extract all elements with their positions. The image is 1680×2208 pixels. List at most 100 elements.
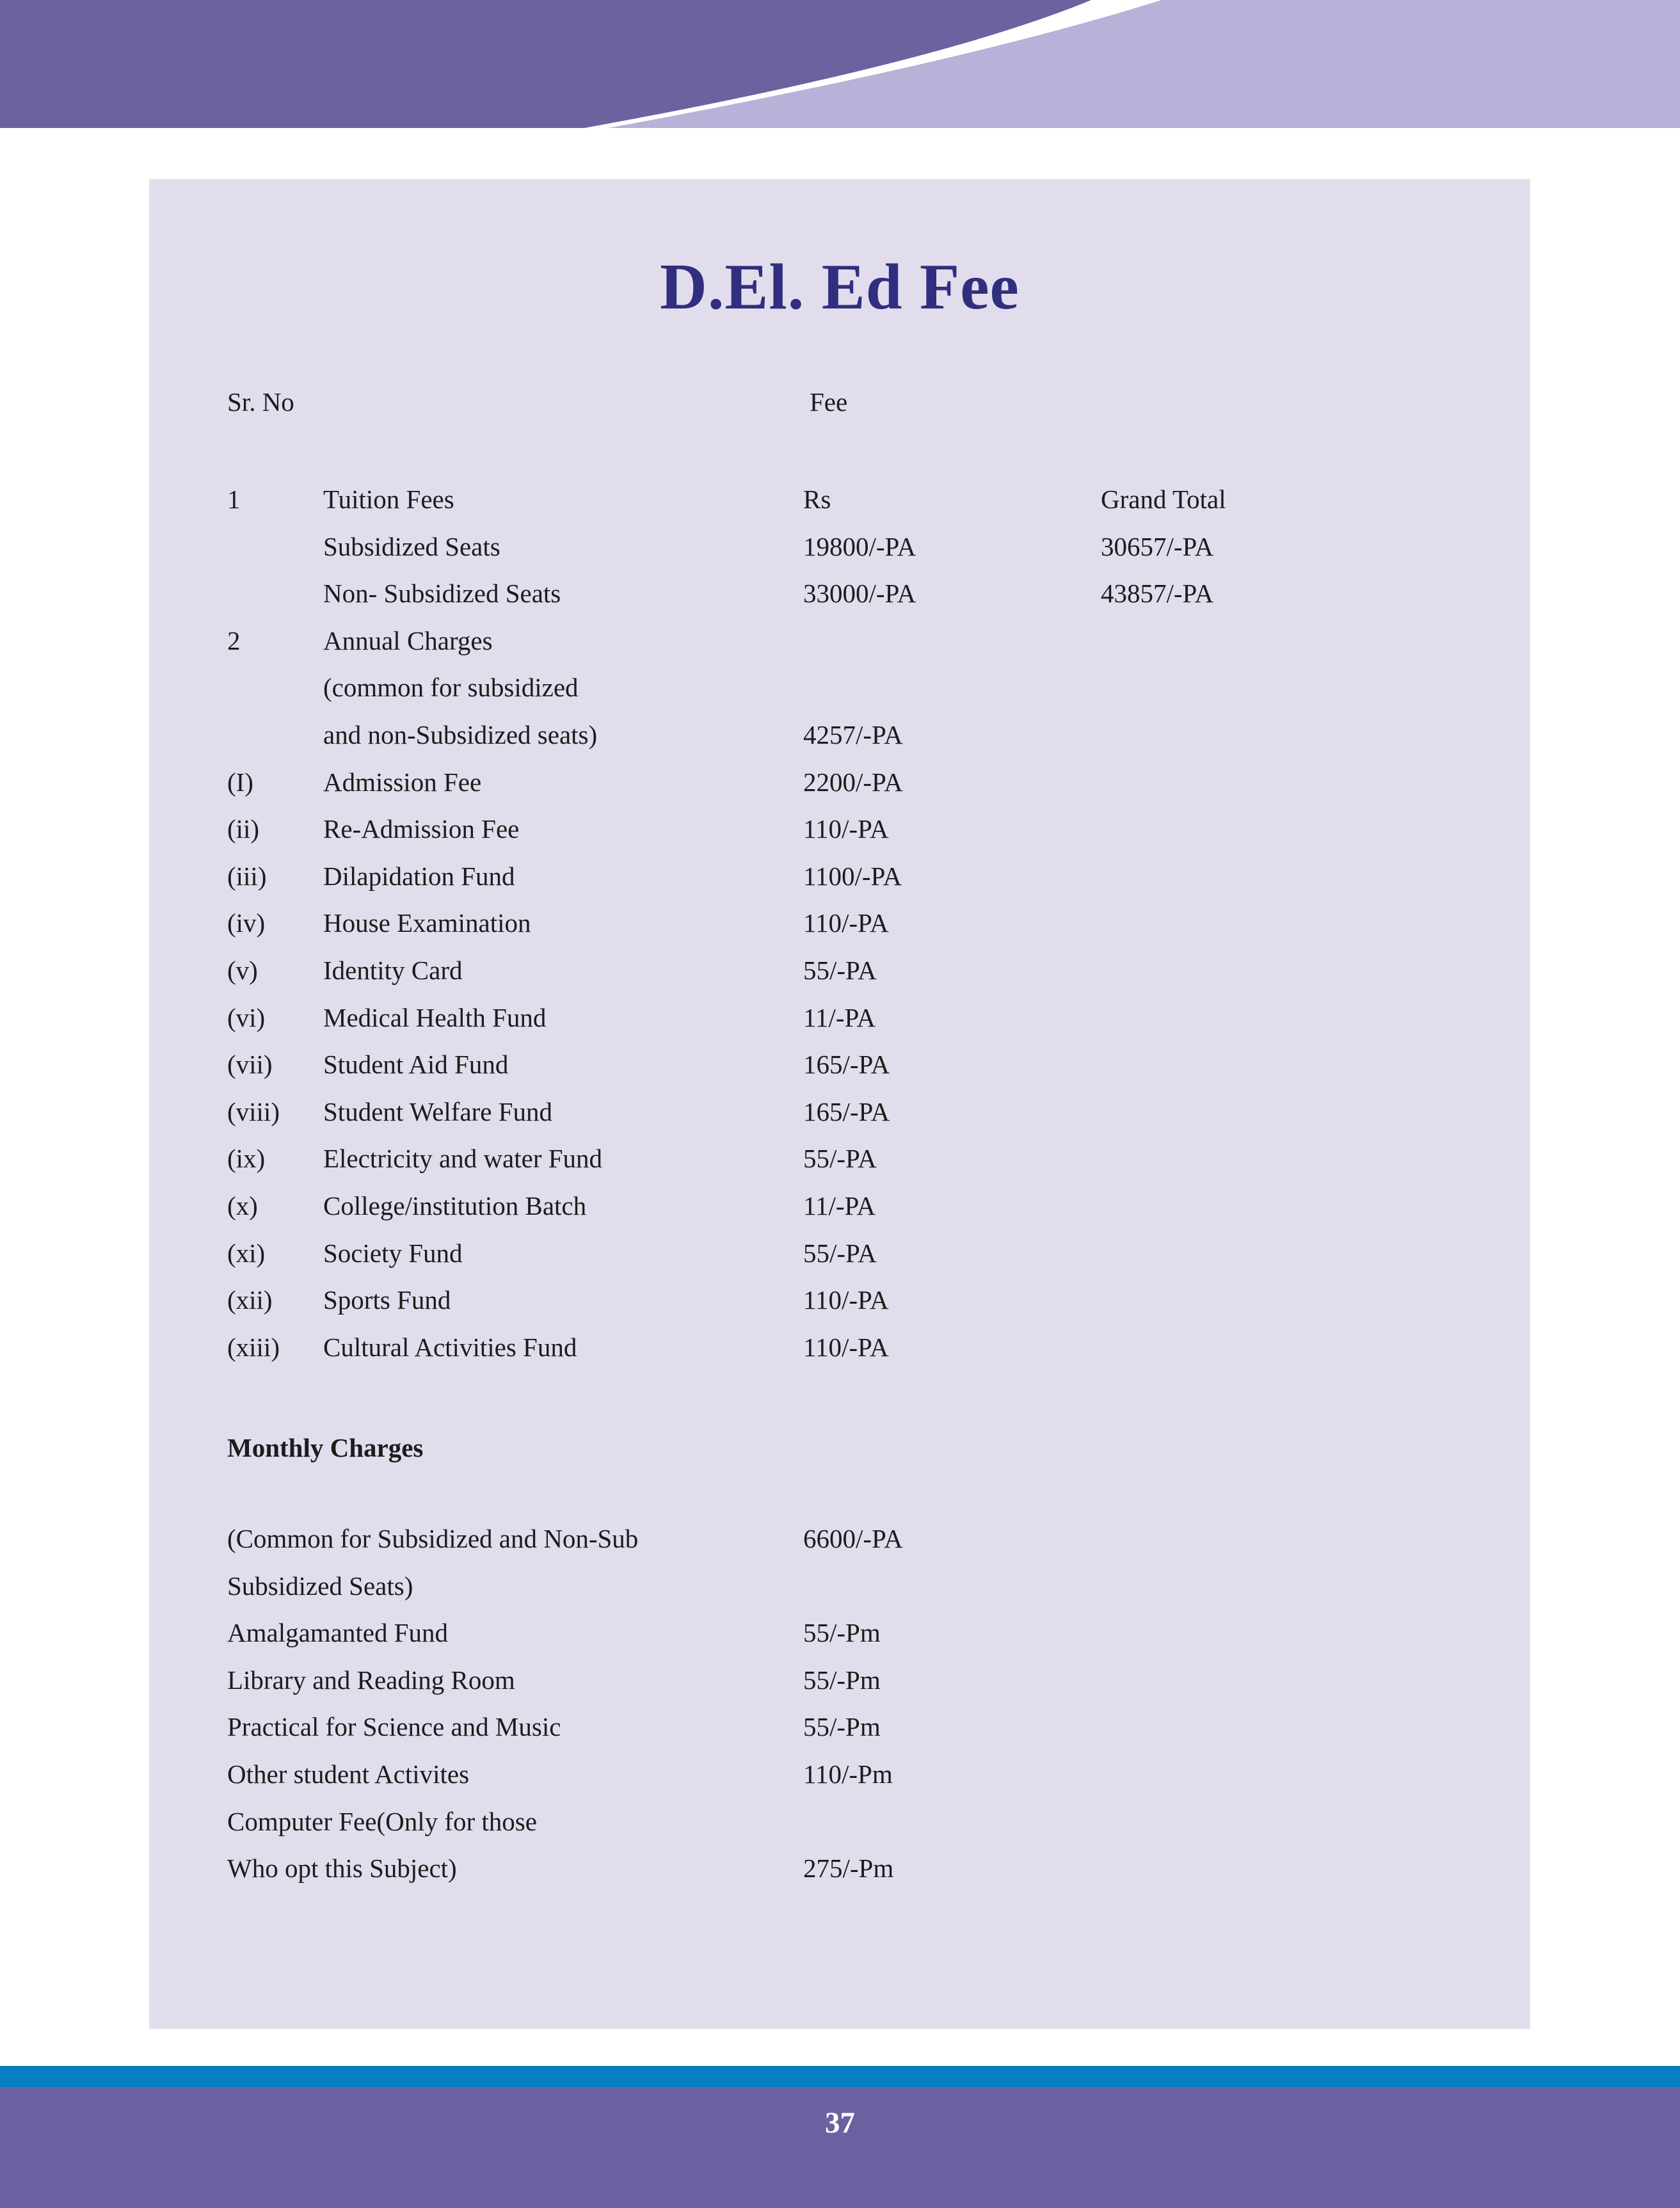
row-serial: (viii) [227, 1096, 280, 1126]
row-label: Re-Admission Fee [323, 814, 520, 844]
row-label: Student Aid Fund [323, 1050, 509, 1080]
table-header-row: Sr. No Fee [149, 378, 1530, 426]
row-label: (Common for Subsidized and Non-Sub [227, 1524, 639, 1553]
row-grand-total-value: 43857/-PA [1101, 579, 1214, 609]
row-fee-value: 55/-PA [803, 1144, 877, 1174]
monthly-charges-heading: Monthly Charges [227, 1433, 424, 1462]
table-row: Subsidized Seats) [149, 1563, 1530, 1610]
row-serial: (vii) [227, 1050, 273, 1080]
row-label: Electricity and water Fund [323, 1144, 603, 1174]
row-label: Dilapidation Fund [323, 861, 515, 891]
row-label: (common for subsidized [323, 673, 579, 703]
row-label: Annual Charges [323, 625, 493, 655]
header-swoosh-graphic [0, 0, 1680, 128]
row-label: Medical Health Fund [323, 1002, 547, 1032]
table-row: Amalgamanted Fund 55/-Pm [149, 1610, 1530, 1657]
row-label: Other student Activites [227, 1759, 470, 1789]
table-row: (iii) Dilapidation Fund 1100/-PA [149, 853, 1530, 900]
table-row: 1 Tuition Fees Rs Grand Total [149, 476, 1530, 524]
row-serial: (iv) [227, 908, 266, 938]
row-label: Computer Fee(Only for those [227, 1806, 537, 1836]
table-row: and non-Subsidized seats) 4257/-PA [149, 712, 1530, 759]
row-fee-value: 110/-PA [803, 1332, 889, 1362]
row-serial: (xii) [227, 1285, 273, 1315]
row-grand-total-value: 30657/-PA [1101, 531, 1214, 561]
row-grand-total-value: Grand Total [1101, 484, 1226, 514]
row-serial: 2 [227, 625, 241, 655]
table-row: (common for subsidized [149, 664, 1530, 712]
table-row: (ix) Electricity and water Fund 55/-PA [149, 1135, 1530, 1183]
row-serial: (iii) [227, 861, 267, 891]
row-serial: (I) [227, 767, 253, 797]
monthly-charges-table: (Common for Subsidized and Non-Sub 6600/… [149, 1516, 1530, 1892]
row-label: and non-Subsidized seats) [323, 719, 598, 749]
row-label: Cultural Activities Fund [323, 1332, 577, 1362]
table-row: 2 Annual Charges [149, 618, 1530, 665]
row-label: Subsidized Seats [323, 531, 500, 561]
row-fee-value: 110/-PA [803, 908, 889, 938]
row-serial: (vi) [227, 1002, 266, 1032]
table-row: (xii) Sports Fund 110/-PA [149, 1277, 1530, 1324]
footer-band: 37 [0, 2087, 1680, 2208]
row-fee-value: 55/-Pm [803, 1618, 881, 1648]
row-fee-value: 55/-PA [803, 1238, 877, 1268]
row-fee-value: 165/-PA [803, 1050, 890, 1080]
row-label: Admission Fee [323, 767, 482, 797]
row-fee-value: 11/-PA [803, 1190, 876, 1220]
header-white-swoosh [584, 0, 1162, 128]
row-label: Society Fund [323, 1238, 463, 1268]
row-label: Subsidized Seats) [227, 1571, 413, 1601]
row-label: Sports Fund [323, 1285, 451, 1315]
row-fee-value: Rs [803, 484, 831, 514]
page-number: 37 [825, 2106, 855, 2140]
row-fee-value: 4257/-PA [803, 719, 903, 749]
footer-accent-bar [0, 2066, 1680, 2087]
fee-table: 1 Tuition Fees Rs Grand Total Subsidized… [149, 476, 1530, 1371]
row-serial: (ix) [227, 1144, 266, 1174]
row-fee-value: 110/-Pm [803, 1759, 893, 1789]
row-fee-value: 2200/-PA [803, 767, 903, 797]
row-label: House Examination [323, 908, 531, 938]
table-row: (xi) Society Fund 55/-PA [149, 1230, 1530, 1277]
row-fee-value: 275/-Pm [803, 1853, 894, 1884]
table-row: Practical for Science and Music 55/-Pm [149, 1704, 1530, 1751]
table-row: Subsidized Seats 19800/-PA 30657/-PA [149, 524, 1530, 571]
table-row: (ii) Re-Admission Fee 110/-PA [149, 806, 1530, 853]
row-fee-value: 1100/-PA [803, 861, 902, 891]
row-label: Library and Reading Room [227, 1665, 515, 1695]
row-label: Identity Card [323, 955, 463, 985]
table-row: Other student Activites 110/-Pm [149, 1751, 1530, 1798]
table-row: Who opt this Subject) 275/-Pm [149, 1845, 1530, 1892]
table-row: (I) Admission Fee 2200/-PA [149, 759, 1530, 806]
table-row: (vii) Student Aid Fund 165/-PA [149, 1041, 1530, 1089]
table-row: Computer Fee(Only for those [149, 1798, 1530, 1846]
row-fee-value: 165/-PA [803, 1096, 890, 1126]
row-label: College/institution Batch [323, 1190, 587, 1220]
header-band [0, 0, 1680, 128]
row-fee-value: 11/-PA [803, 1002, 876, 1032]
row-fee-value: 55/-Pm [803, 1665, 881, 1695]
row-serial: 1 [227, 484, 241, 514]
table-row: (iv) House Examination 110/-PA [149, 900, 1530, 947]
content-panel: D.El. Ed Fee Sr. No Fee 1 Tuition Fees R… [149, 179, 1530, 2029]
row-serial: (v) [227, 955, 258, 985]
row-fee-value: 33000/-PA [803, 579, 916, 609]
row-fee-value: 6600/-PA [803, 1524, 903, 1553]
row-fee-value: 55/-PA [803, 955, 877, 985]
row-fee-value: 55/-Pm [803, 1712, 881, 1742]
table-row: (viii) Student Welfare Fund 165/-PA [149, 1089, 1530, 1136]
table-row: Library and Reading Room 55/-Pm [149, 1657, 1530, 1704]
row-label: Amalgamanted Fund [227, 1618, 449, 1648]
row-serial: (x) [227, 1190, 258, 1220]
table-row: (xiii) Cultural Activities Fund 110/-PA [149, 1324, 1530, 1372]
table-row: Non- Subsidized Seats 33000/-PA 43857/-P… [149, 570, 1530, 618]
table-row: (Common for Subsidized and Non-Sub 6600/… [149, 1516, 1530, 1563]
row-fee-value: 19800/-PA [803, 531, 916, 561]
column-header-srno: Sr. No [227, 387, 294, 417]
row-label: Who opt this Subject) [227, 1853, 457, 1884]
table-row: (x) College/institution Batch 11/-PA [149, 1183, 1530, 1230]
row-serial: (xi) [227, 1238, 266, 1268]
row-label: Practical for Science and Music [227, 1712, 561, 1742]
table-row: (vi) Medical Health Fund 11/-PA [149, 995, 1530, 1042]
